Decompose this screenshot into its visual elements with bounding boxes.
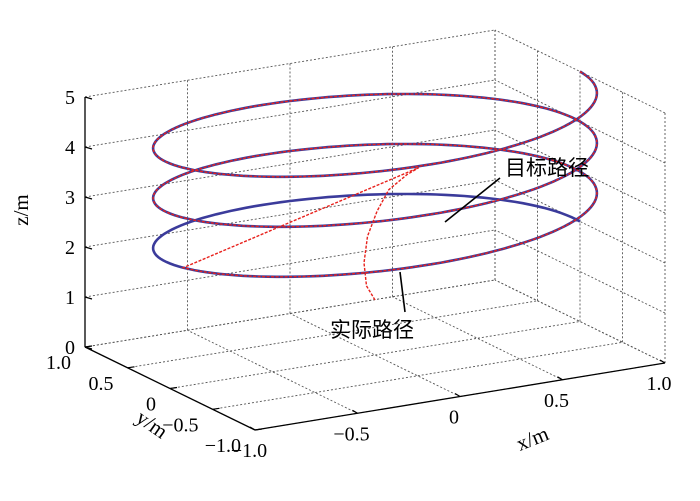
y-tick-label: 0 <box>146 394 156 416</box>
floor-grid-line <box>212 341 623 410</box>
y-tick-label: 0.5 <box>89 373 114 395</box>
y-tick-label: 1.0 <box>46 352 71 374</box>
z-tick-label: 4 <box>65 137 75 159</box>
back-wall-grid-line <box>84 229 496 298</box>
series-layer <box>151 70 599 301</box>
x-axis-label: x/m <box>513 421 552 455</box>
y-tick-label: −0.5 <box>162 414 198 436</box>
z-tick-label: 1 <box>65 287 75 309</box>
x-tick-label: 0 <box>449 407 459 429</box>
floor-grid-line <box>127 300 538 369</box>
y-tick-mark <box>169 386 178 390</box>
x-tick-mark <box>352 409 358 414</box>
y-tick-label: −1.0 <box>205 435 241 457</box>
z-tick-label: 5 <box>65 87 75 109</box>
back-wall-grid-line <box>84 129 496 198</box>
back-wall-grid-line <box>84 279 496 348</box>
x-tick-label: −0.5 <box>333 423 369 445</box>
z-tick-label: 3 <box>65 187 75 209</box>
y-tick-mark <box>254 428 263 431</box>
z-tick-mark <box>84 296 93 300</box>
z-tick-label: 0 <box>65 337 75 359</box>
x-tick-mark <box>454 392 461 398</box>
y-tick-mark <box>212 407 220 410</box>
x-tick-label: 1.0 <box>647 373 672 395</box>
target-path-annotation: 目标路径 <box>505 156 589 180</box>
target-path-callout-line <box>444 177 501 223</box>
z-tick-mark <box>84 246 93 250</box>
y-axis-label: y/m <box>132 405 173 443</box>
floor-grid-line <box>187 329 358 414</box>
z-tick-mark <box>84 96 93 100</box>
side-wall-grid-line <box>494 29 666 114</box>
z-tick-label: 2 <box>65 237 75 259</box>
z-tick-mark <box>84 346 93 350</box>
back-wall-grid-line <box>84 179 496 248</box>
floor-grid-line <box>169 321 581 389</box>
x-tick-label: 0.5 <box>544 390 569 412</box>
floor-grid-line <box>392 296 563 381</box>
actual-path-line <box>152 70 598 301</box>
z-tick-mark <box>84 146 93 150</box>
z-axis-label: z/m <box>9 194 33 226</box>
actual-path-callout-line <box>399 271 406 313</box>
x-tick-label: −1.0 <box>231 440 267 462</box>
side-wall-grid-line <box>494 279 666 364</box>
z-tick-mark <box>84 196 93 200</box>
y-tick-mark <box>127 366 135 369</box>
x-tick-mark <box>557 376 563 381</box>
x-tick-mark <box>659 359 666 364</box>
side-wall-grid-line <box>494 79 666 164</box>
back-wall-grid-line <box>84 29 496 98</box>
floor-grid-line <box>289 313 461 397</box>
x-tick-mark <box>249 426 256 431</box>
back-wall-grid-line <box>84 79 496 148</box>
actual-path-annotation: 实际路径 <box>330 318 414 342</box>
